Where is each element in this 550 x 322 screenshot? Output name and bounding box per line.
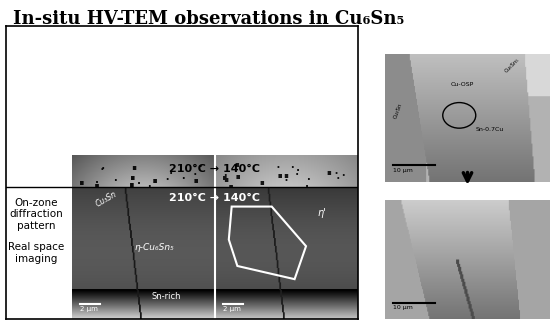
- Text: On-zone
diffraction
pattern: On-zone diffraction pattern: [9, 197, 63, 231]
- Text: 210°C → 140°C: 210°C → 140°C: [169, 164, 260, 174]
- Text: In-situ HV-TEM observations in Cu₆Sn₅: In-situ HV-TEM observations in Cu₆Sn₅: [13, 10, 405, 28]
- Text: η: η: [180, 228, 186, 238]
- Text: Sn-rich: Sn-rich: [152, 292, 181, 301]
- Text: 2 μm: 2 μm: [80, 306, 98, 312]
- Text: η-Cu₆Sn₅: η-Cu₆Sn₅: [134, 243, 174, 252]
- Text: 10 μm: 10 μm: [393, 305, 413, 310]
- Text: 210°C → 140°C: 210°C → 140°C: [169, 193, 260, 204]
- Text: Cu₆Sn₅: Cu₆Sn₅: [504, 57, 520, 74]
- Text: Cu₃Sn: Cu₃Sn: [393, 102, 404, 119]
- Text: 2 μm: 2 μm: [223, 306, 241, 312]
- Text: Cu₃Sn: Cu₃Sn: [95, 189, 119, 209]
- Text: η': η': [317, 208, 326, 218]
- Text: 5 1/nm: 5 1/nm: [89, 261, 113, 268]
- Text: η': η': [315, 216, 323, 226]
- Text: Cu-OSP: Cu-OSP: [451, 82, 474, 87]
- Text: 10 μm: 10 μm: [393, 168, 413, 173]
- Text: Sn-0.7Cu: Sn-0.7Cu: [476, 127, 504, 132]
- Text: 5 1/nm: 5 1/nm: [229, 261, 254, 268]
- Text: Real space
imaging: Real space imaging: [8, 242, 64, 264]
